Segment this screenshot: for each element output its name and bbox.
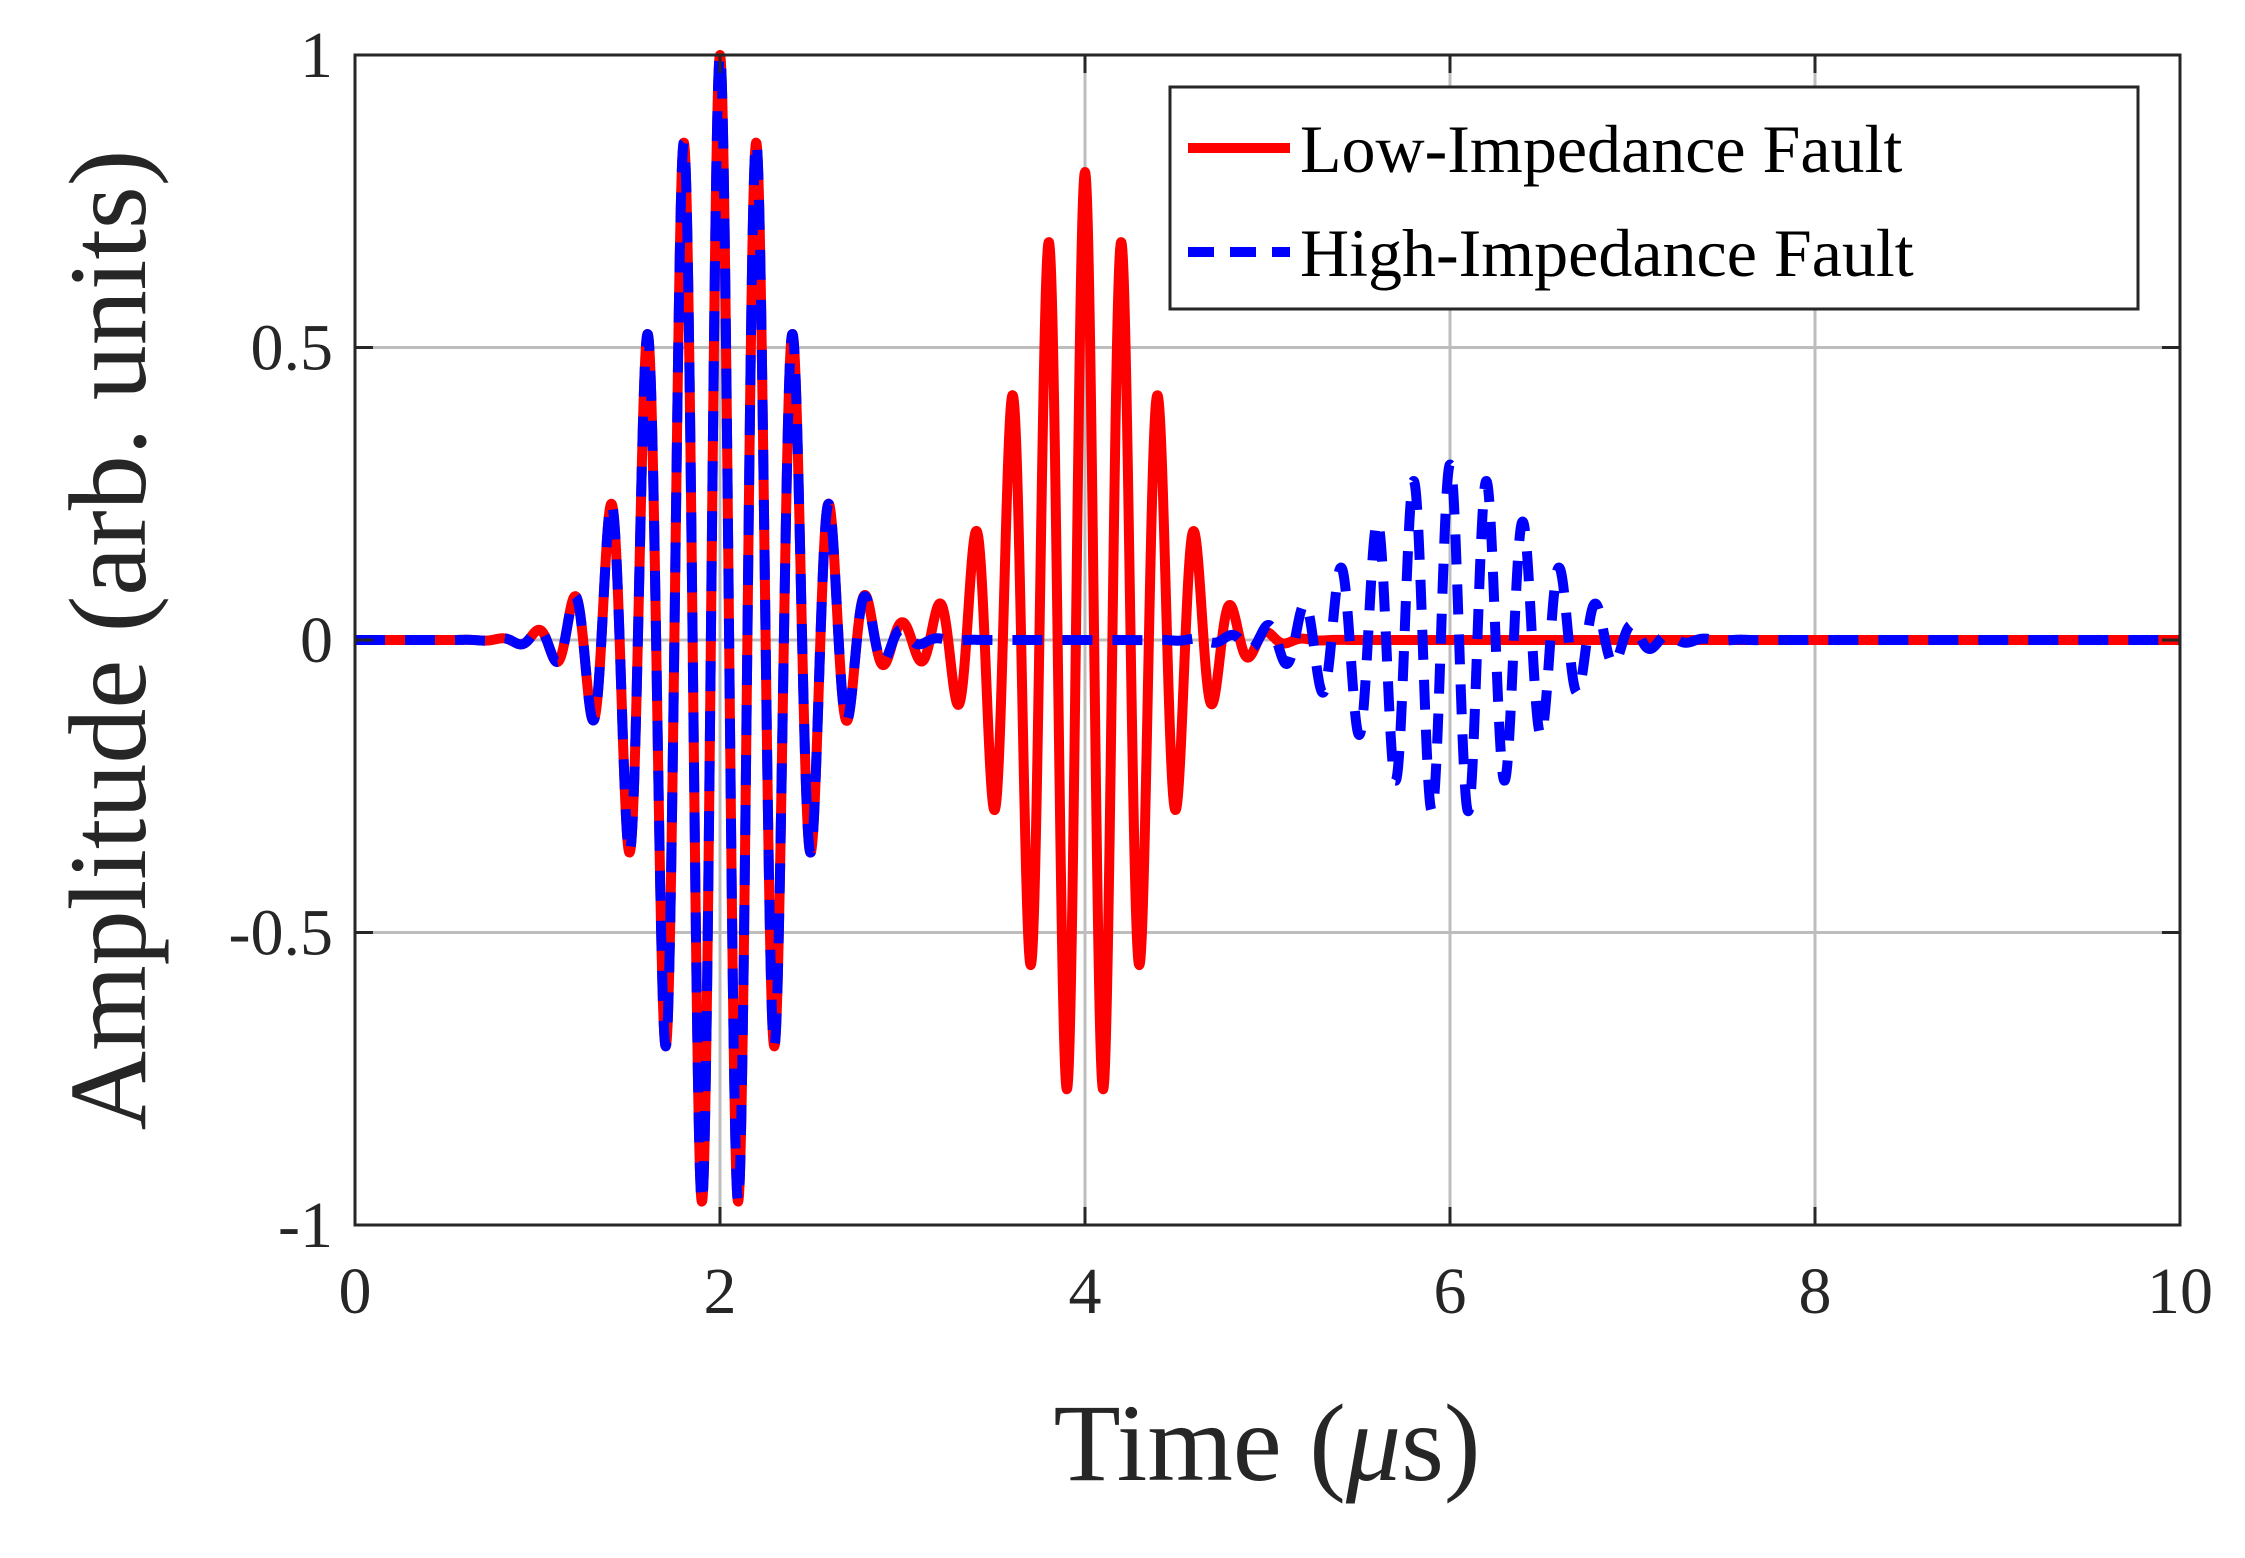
y-tick-label: 0 bbox=[300, 604, 333, 677]
y-tick-label: 1 bbox=[300, 19, 333, 92]
series-line-high-impedance bbox=[350, 50, 2185, 1207]
legend-label-low-impedance: Low-Impedance Fault bbox=[1300, 111, 1902, 187]
y-tick-label: -1 bbox=[278, 1189, 333, 1262]
x-tick-label: 4 bbox=[1069, 1255, 1102, 1328]
y-axis-title: Amplitude (arb. units) bbox=[47, 150, 169, 1131]
series-group bbox=[350, 50, 2185, 1207]
x-tick-label: 8 bbox=[1799, 1255, 1832, 1328]
legend: Low-Impedance Fault High-Impedance Fault bbox=[1168, 85, 2140, 311]
legend-label-high-impedance: High-Impedance Fault bbox=[1300, 215, 1914, 291]
legend-box bbox=[1168, 85, 2140, 311]
x-tick-label: 6 bbox=[1434, 1255, 1467, 1328]
x-tick-labels: 0 2 4 6 8 10 bbox=[339, 1255, 2214, 1328]
ticks bbox=[353, 53, 2182, 1227]
x-tick-label: 0 bbox=[339, 1255, 372, 1328]
y-tick-label: -0.5 bbox=[229, 897, 333, 970]
x-axis-title: Time (μs) bbox=[1053, 1382, 1480, 1504]
x-tick-label: 2 bbox=[704, 1255, 737, 1328]
x-tick-label: 10 bbox=[2147, 1255, 2213, 1328]
y-tick-label: 0.5 bbox=[251, 312, 334, 385]
y-tick-labels: -1 -0.5 0 0.5 1 bbox=[229, 19, 333, 1262]
